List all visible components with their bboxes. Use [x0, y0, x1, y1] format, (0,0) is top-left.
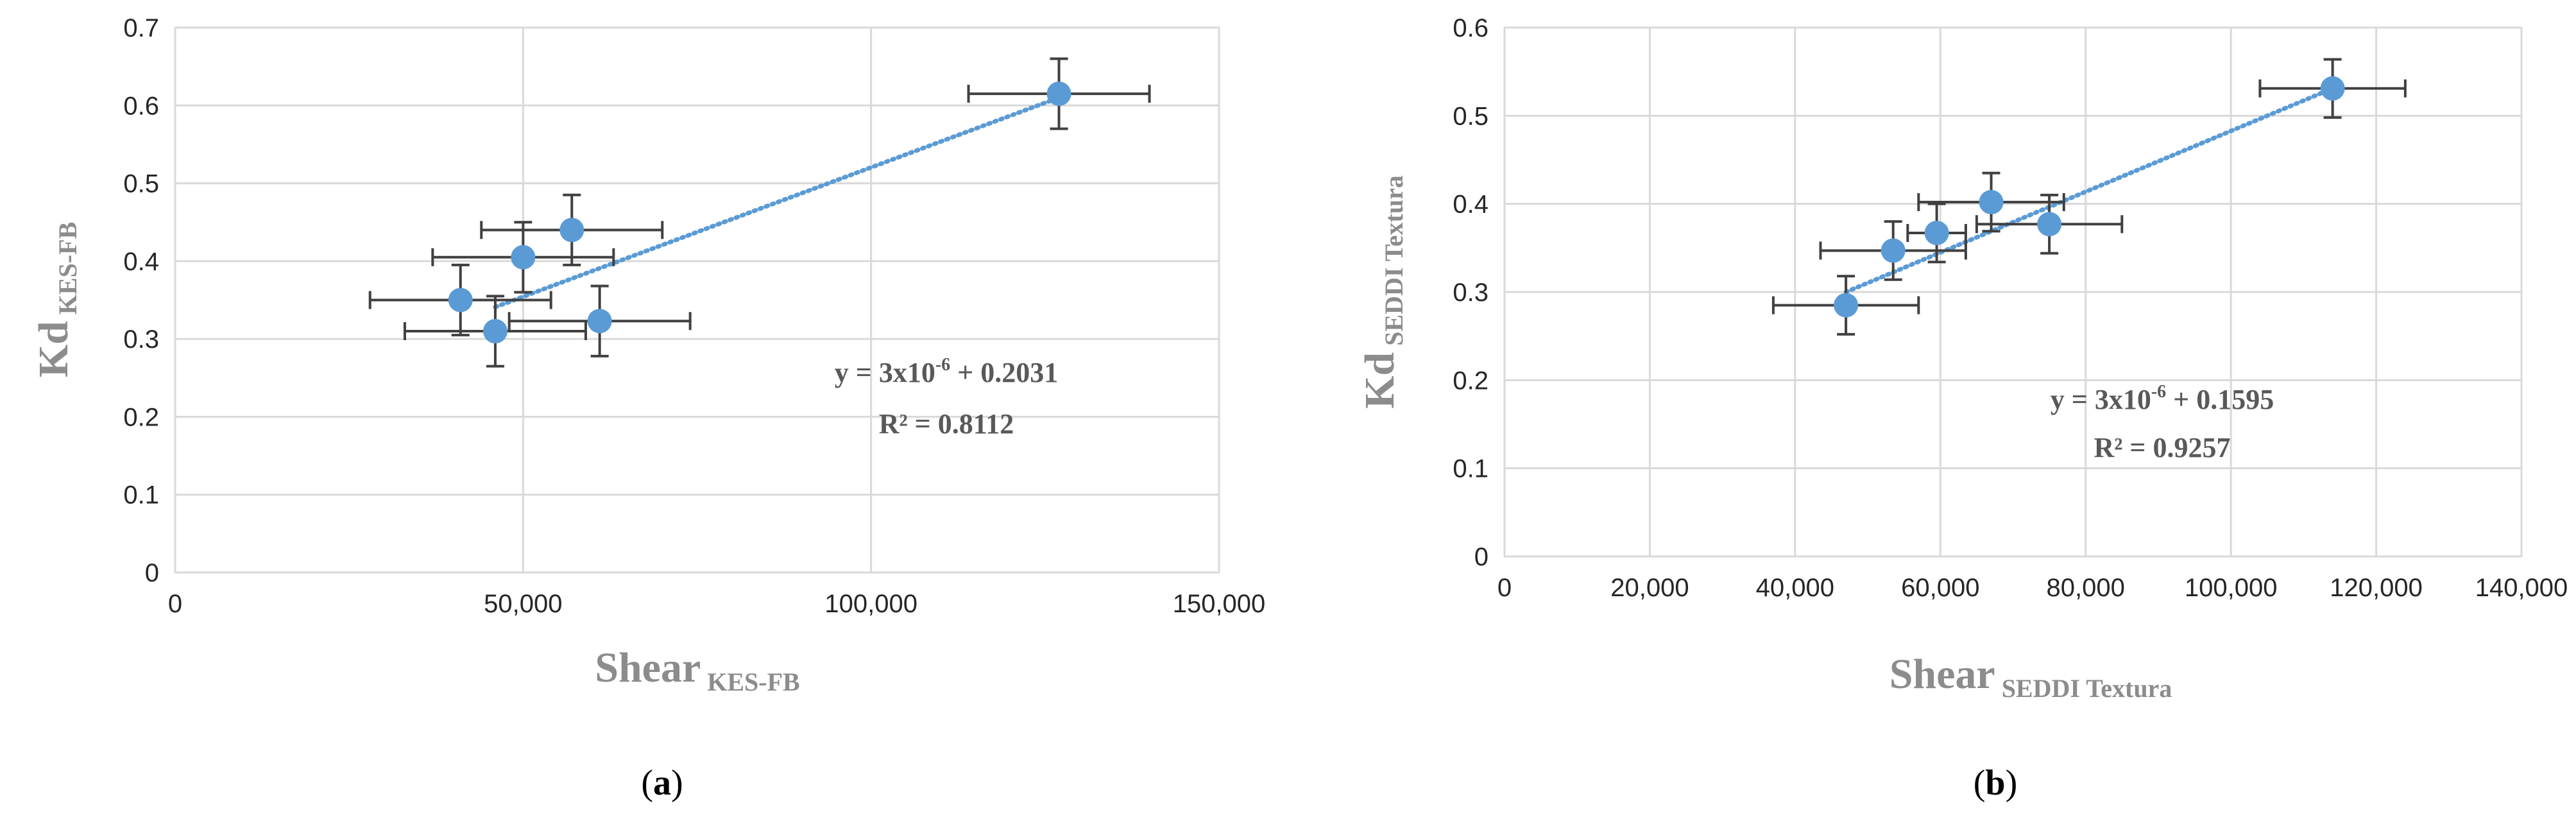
chart-a-data-point	[431, 221, 615, 294]
chart-b-tick-labels: 0 20,000 40,000 60,000 80,000 100,000 120,000 1…	[1453, 14, 2568, 602]
chart-b-data-points	[1771, 58, 2407, 336]
chart-b-data-point	[1975, 193, 2124, 255]
chart-a-x-tick-label: 0	[168, 590, 182, 618]
chart-a-data-point	[508, 284, 692, 357]
chart-b-caption-letter: b	[1985, 763, 2005, 803]
point-marker	[482, 319, 508, 344]
chart-a-y-axis-title-main: Kd	[30, 321, 77, 377]
chart-b-data-point	[1917, 171, 2065, 233]
chart-a-y-axis-title: Kd KES-FB	[30, 222, 82, 378]
chart-a-trendline	[493, 95, 1062, 309]
chart-b-y-axis-title: Kd SEDDI Textura	[1356, 175, 1408, 409]
chart-b-y-tick-label: 0.1	[1453, 455, 1488, 483]
chart-a-x-tick-label: 100,000	[824, 590, 917, 618]
chart-b: 0 20,000 40,000 60,000 80,000 100,000 120,000 1…	[1356, 14, 2568, 803]
chart-a-y-tick-label: 0.4	[123, 248, 159, 276]
chart-a-y-axis-title-sub: KES-FB	[53, 222, 82, 314]
chart-b-y-tick-label: 0.4	[1453, 191, 1488, 219]
chart-b-y-axis-title-main: Kd	[1356, 352, 1403, 409]
chart-a-x-axis-title-sub: KES-FB	[707, 667, 799, 696]
chart-a-x-tick-label: 150,000	[1173, 590, 1266, 618]
chart-b-data-point	[1906, 202, 1967, 264]
chart-a-data-point	[368, 263, 552, 337]
chart-b-y-tick-label: 0.3	[1453, 279, 1488, 307]
chart-b-y-axis-title-sub: SEDDI Textura	[1379, 175, 1408, 346]
chart-b-x-axis-title-main: Shear	[1889, 651, 1995, 698]
chart-a: 0 50,000 100,000 150,000 0 0.1 0.2 0.3 0.4 0.5 0.6…	[30, 14, 1265, 803]
chart-a-equation-lead: y = 3x10	[835, 357, 935, 388]
chart-a-caption-close: )	[671, 763, 683, 803]
chart-a-data-point	[967, 57, 1151, 130]
chart-a-r-squared: R² = 0.8112	[879, 408, 1014, 440]
chart-a-plot-area	[174, 26, 1220, 574]
chart-b-data-point	[2258, 58, 2407, 119]
chart-a-data-point	[403, 295, 587, 368]
chart-a-equation-tail: + 0.2031	[950, 357, 1058, 388]
chart-b-x-tick-label: 100,000	[2185, 574, 2278, 602]
chart-a-gridlines	[174, 26, 1220, 574]
chart-b-y-tick-label: 0.6	[1453, 14, 1488, 42]
chart-b-equation-tail: + 0.1595	[2166, 384, 2274, 415]
chart-a-y-tick-label: 0.5	[123, 170, 159, 198]
point-marker	[2320, 76, 2345, 101]
point-marker	[448, 288, 473, 313]
chart-a-y-tick-label: 0.3	[123, 325, 159, 354]
chart-a-caption: (a)	[641, 763, 683, 803]
chart-a-equation-exponent: -6	[935, 355, 950, 375]
point-marker	[1979, 189, 2004, 214]
chart-a-x-axis-title-main: Shear	[595, 644, 701, 691]
chart-a-caption-open: (	[641, 763, 653, 803]
chart-b-x-tick-label: 0	[1497, 574, 1512, 602]
chart-b-data-point	[1771, 275, 1920, 336]
chart-b-r-squared: R² = 0.9257	[2094, 432, 2230, 463]
chart-b-equation-exponent: -6	[2151, 382, 2166, 402]
chart-b-y-tick-label: 0.5	[1453, 102, 1488, 130]
chart-b-trendline	[1843, 86, 2335, 295]
chart-b-x-tick-label: 40,000	[1756, 574, 1834, 602]
point-marker	[511, 245, 536, 270]
chart-a-trendline-path	[493, 95, 1062, 309]
chart-b-data-point	[1819, 220, 1967, 281]
point-marker	[2037, 212, 2062, 237]
chart-b-caption-open: (	[1974, 763, 1986, 803]
chart-b-x-axis-title-sub: SEDDI Textura	[2002, 674, 2172, 703]
chart-a-y-tick-label: 0	[145, 559, 159, 587]
chart-b-trend-equation: y = 3x10-6 + 0.1595	[2051, 382, 2274, 415]
chart-a-y-tick-label: 0.6	[123, 92, 159, 120]
chart-b-trendline-path	[1843, 86, 2335, 295]
point-marker	[1924, 220, 1949, 245]
chart-a-caption-letter: a	[653, 763, 671, 803]
chart-b-equation-lead: y = 3x10	[2051, 384, 2151, 415]
chart-a-x-axis-title: Shear KES-FB	[595, 644, 799, 696]
chart-b-x-tick-label: 60,000	[1901, 574, 1979, 602]
chart-a-trend-equation: y = 3x10-6 + 0.2031	[835, 355, 1058, 388]
point-marker	[587, 309, 612, 334]
chart-a-y-tick-label: 0.2	[123, 403, 159, 431]
chart-b-x-axis-title: Shear SEDDI Textura	[1889, 651, 2172, 703]
point-marker	[1046, 82, 1071, 107]
chart-a-y-tick-label: 0.1	[123, 481, 159, 510]
chart-b-x-tick-label: 120,000	[2330, 574, 2423, 602]
chart-b-y-tick-label: 0.2	[1453, 366, 1488, 395]
point-marker	[1834, 293, 1859, 318]
chart-a-data-points	[368, 57, 1151, 368]
point-marker	[1881, 238, 1906, 263]
chart-a-x-tick-label: 50,000	[484, 590, 562, 618]
chart-b-x-tick-label: 80,000	[2047, 574, 2125, 602]
chart-b-x-tick-label: 20,000	[1610, 574, 1689, 602]
chart-a-data-point	[480, 193, 664, 266]
point-marker	[559, 218, 584, 243]
chart-b-gridlines	[1503, 26, 2523, 558]
chart-a-tick-labels: 0 50,000 100,000 150,000 0 0.1 0.2 0.3 0.4 0.5 0.6…	[123, 14, 1265, 618]
chart-b-y-tick-label: 0	[1474, 543, 1488, 571]
chart-b-caption-close: )	[2006, 763, 2018, 803]
chart-b-caption: (b)	[1974, 763, 2017, 803]
chart-b-x-tick-label: 140,000	[2475, 574, 2568, 602]
chart-a-y-tick-label: 0.7	[123, 14, 159, 42]
